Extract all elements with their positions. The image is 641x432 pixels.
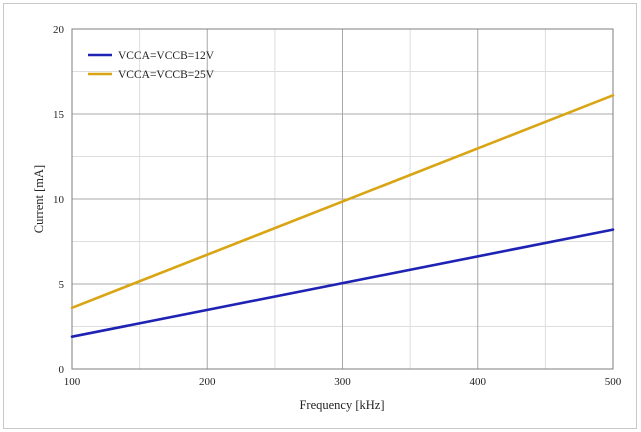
x-tick-label: 300 <box>334 376 351 388</box>
y-tick-label: 0 <box>59 364 65 376</box>
series-line <box>70 228 615 339</box>
x-tick-labels: 100 200 300 400 500 <box>64 376 622 388</box>
y-tick-labels: 0 5 10 15 20 <box>53 24 65 376</box>
plot-area <box>71 28 614 370</box>
y-tick-label: 10 <box>53 194 65 206</box>
legend-entry: VCCA=VCCB=12V <box>118 50 215 62</box>
y-tick-label: 5 <box>59 279 65 291</box>
x-tick-label: 100 <box>64 376 81 388</box>
y-axis-label: Current [mA] <box>32 165 46 233</box>
x-tick-label: 500 <box>605 376 622 388</box>
x-tick-label: 400 <box>470 376 487 388</box>
y-tick-label: 20 <box>53 24 65 36</box>
series-lines <box>70 94 615 339</box>
x-tick-label: 200 <box>199 376 216 388</box>
series-line <box>70 94 615 310</box>
x-axis-label: Frequency [kHz] <box>299 398 384 412</box>
y-tick-label: 15 <box>53 109 65 121</box>
legend-entry: VCCA=VCCB=25V <box>118 69 215 81</box>
legend: VCCA=VCCB=12V VCCA=VCCB=25V <box>88 50 215 81</box>
